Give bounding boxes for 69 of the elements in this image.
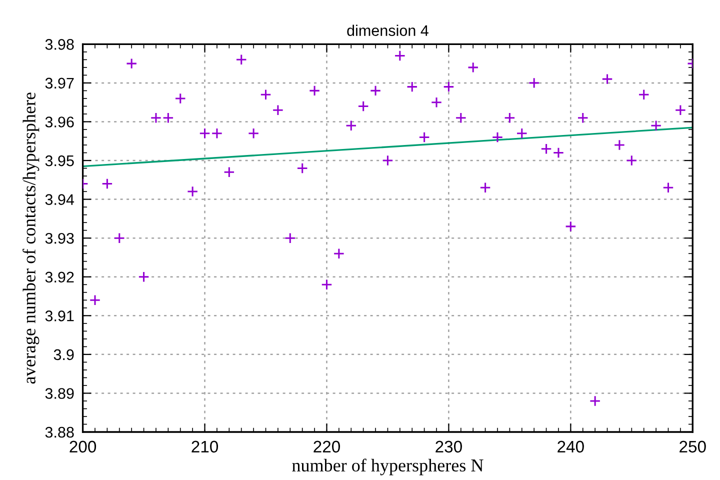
y-tick-label: 3.94 [45,194,74,205]
point [114,232,126,244]
y-tick-label: 3.96 [45,116,74,128]
x-tick-label: 220 [314,440,340,453]
y-tick-label: 3.89 [45,388,74,399]
y-tick-label: 3.97 [45,78,74,89]
chart-title: dimension 4 [347,24,428,36]
point [406,81,418,92]
point [577,112,588,124]
point [272,104,284,116]
x-tick-label: 200 [70,440,96,453]
point [236,54,247,66]
point [211,128,223,139]
point [467,62,479,74]
y-axis-title: average number of contacts/hypersphere [22,92,40,384]
point [650,120,662,132]
point [394,50,406,62]
point [162,112,174,124]
point [346,120,357,132]
point [138,271,150,282]
x-tick-label: 250 [680,440,706,453]
x-tick-label: 240 [558,440,584,453]
point [321,278,332,290]
x-axis-title: number of hyperspheres N [292,458,484,476]
point [540,143,552,155]
y-tick-label: 3.92 [45,272,74,283]
x-tick-label: 210 [192,440,218,453]
point [370,85,382,96]
point [455,112,467,124]
y-tick-label: 3.95 [45,155,74,166]
point [430,96,442,108]
point [662,182,674,194]
point [638,88,650,100]
point [480,182,491,194]
y-tick-label: 3.88 [45,426,74,438]
point [150,112,162,124]
y-tick-label: 3.9 [54,349,74,360]
point [626,154,638,166]
point [528,77,540,89]
point [308,85,320,96]
point [382,154,394,166]
point [186,186,198,198]
point [565,220,576,232]
point [674,104,686,116]
point [102,178,113,190]
point [284,232,296,244]
point [516,128,528,139]
y-tick-label: 3.93 [45,232,74,244]
point [89,294,101,306]
point [552,147,564,158]
point [248,128,260,139]
point [504,112,516,124]
point [333,248,345,260]
y-tick-label: 3.91 [45,310,74,322]
point [126,58,138,70]
point [174,92,186,104]
x-tick-label: 230 [436,440,462,453]
point [418,132,430,143]
point [358,100,369,112]
point [296,162,308,174]
point [199,128,210,139]
point [602,73,613,85]
point [589,395,601,407]
point [492,132,504,143]
point [443,81,454,92]
point [224,166,235,178]
point [260,88,272,100]
point [614,139,626,151]
y-tick-label: 3.98 [45,39,74,50]
